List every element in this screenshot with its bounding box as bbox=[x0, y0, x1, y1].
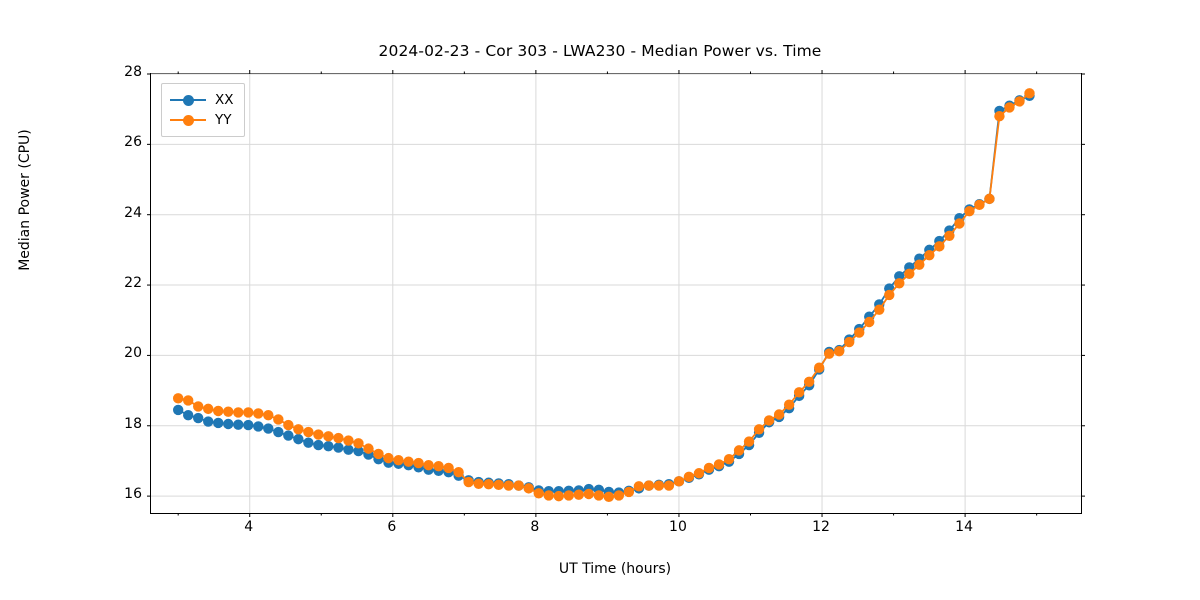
legend-item-xx: XX bbox=[170, 90, 234, 110]
x-axis-tick-labels: 4 6 8 10 12 14 bbox=[150, 519, 1080, 541]
y-tick-label: 24 bbox=[124, 204, 142, 221]
y-tick-label: 28 bbox=[124, 64, 142, 80]
legend-swatch-yy bbox=[170, 113, 206, 127]
y-axis-tick-labels: 16 18 20 22 24 26 28 bbox=[100, 64, 142, 512]
plot-area bbox=[147, 70, 1085, 517]
legend-marker-yy bbox=[183, 115, 194, 126]
x-tick-label: 12 bbox=[812, 519, 830, 535]
y-tick-label: 22 bbox=[124, 275, 142, 292]
legend-marker-xx bbox=[183, 95, 194, 106]
y-tick-label: 18 bbox=[124, 415, 142, 432]
y-axis-label: Median Power (CPU) bbox=[17, 129, 33, 271]
y-tick-label: 16 bbox=[124, 486, 142, 503]
y-tick-label: 26 bbox=[124, 134, 142, 151]
chart-title: 2024-02-23 - Cor 303 - LWA230 - Median P… bbox=[378, 42, 822, 60]
x-tick-label: 8 bbox=[530, 519, 540, 535]
data-series-layer bbox=[172, 88, 1035, 503]
legend-swatch-xx bbox=[170, 93, 206, 107]
legend-item-yy: YY bbox=[170, 110, 234, 130]
chart-legend[interactable]: XX YY bbox=[161, 83, 245, 137]
x-tick-label: 4 bbox=[244, 519, 254, 535]
x-tick-label: 14 bbox=[955, 519, 974, 535]
legend-label-yy: YY bbox=[215, 112, 232, 128]
x-tick-label: 6 bbox=[387, 519, 397, 535]
x-axis-label: UT Time (hours) bbox=[558, 561, 672, 577]
x-tick-label: 10 bbox=[669, 519, 687, 535]
y-tick-label: 20 bbox=[124, 345, 142, 362]
legend-label-xx: XX bbox=[215, 92, 234, 108]
grid-lines bbox=[147, 70, 1085, 517]
